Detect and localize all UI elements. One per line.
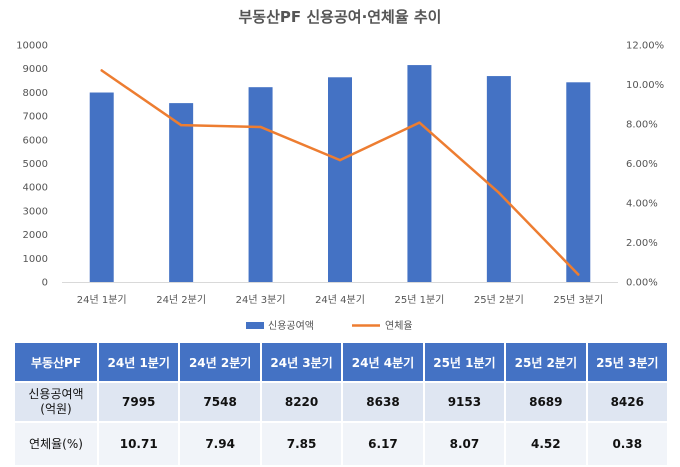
y-right-tick-label: 6.00% (626, 159, 658, 170)
x-tick-label: 24년 4분기 (315, 294, 365, 306)
bar (169, 103, 194, 282)
y-left-tick-label: 2000 (23, 230, 48, 241)
table-cell: 7.94 (178, 421, 262, 467)
bar (566, 82, 591, 282)
table-cell: 4.52 (504, 421, 588, 467)
line-point (418, 121, 421, 124)
table-header: 25년 3분기 (585, 341, 670, 383)
table-cell: 8689 (504, 381, 588, 423)
bar (407, 65, 432, 282)
row-label-credit: 신용공여액 (억원) (13, 381, 99, 423)
y-right-tick-label: 8.00% (626, 120, 658, 131)
table-header: 24년 4분기 (341, 341, 425, 383)
line-point (338, 158, 342, 162)
y-right-tick-label: 4.00% (626, 199, 658, 210)
x-tick-label: 25년 1분기 (394, 294, 444, 306)
bar (486, 76, 511, 282)
table-header: 25년 2분기 (504, 341, 588, 383)
table-header: 25년 1분기 (422, 341, 507, 383)
table-row-credit: 신용공여액 (억원) 7995 7548 8220 8638 9153 8689… (13, 381, 670, 423)
table-header-row: 부동산PF 24년 1분기 24년 2분기 24년 3분기 24년 4분기 25… (13, 341, 670, 383)
y-left-tick-label: 6000 (23, 135, 48, 146)
y-right-tick-label: 12.00% (626, 41, 664, 52)
line-point (179, 123, 183, 127)
table-cell: 7995 (96, 381, 181, 423)
table-cell: 8.07 (422, 421, 507, 467)
y-left-tick-label: 1000 (23, 254, 48, 265)
y-right-tick-label: 0.00% (626, 278, 658, 289)
legend: 신용공여액 연체율 (246, 320, 413, 332)
x-tick-label: 24년 1분기 (77, 294, 127, 306)
y-left-tick-label: 3000 (23, 206, 48, 217)
table-row-delinquency: 연체율(%) 10.71 7.94 7.85 6.17 8.07 4.52 0.… (13, 421, 670, 467)
line-point (259, 125, 262, 129)
y-left-tick-label: 9000 (23, 64, 48, 75)
chart-title: 부동산PF 신용공여·연체율 추이 (239, 8, 442, 26)
row-label-unit: (억원) (40, 402, 72, 416)
data-table: 부동산PF 24년 1분기 24년 2분기 24년 3분기 24년 4분기 25… (13, 341, 670, 467)
table-cell: 8220 (259, 381, 344, 423)
legend-bar-label: 신용공여액 (268, 320, 314, 332)
bar (248, 87, 273, 282)
line-point (577, 273, 580, 276)
y-left-tick-label: 8000 (23, 88, 48, 99)
y-left-tick-label: 4000 (23, 183, 48, 194)
legend-bar-swatch (246, 322, 264, 329)
y-left-tick-label: 5000 (23, 159, 48, 170)
table-header: 24년 3분기 (259, 341, 344, 383)
table-cell: 0.38 (585, 421, 670, 467)
table-cell: 9153 (422, 381, 507, 423)
y-left-tick-label: 0 (42, 278, 48, 289)
bar (89, 92, 114, 283)
table-cell: 10.71 (96, 421, 181, 467)
y-right-tick-label: 2.00% (626, 238, 658, 249)
y-right-tick-label: 10.00% (626, 80, 664, 91)
bar (328, 77, 352, 282)
table-corner: 부동산PF (13, 341, 99, 383)
row-label-delinquency: 연체율(%) (13, 421, 99, 467)
legend-line-label: 연체율 (385, 320, 413, 332)
line-point (100, 69, 103, 72)
table-cell: 7.85 (259, 421, 344, 467)
plot-area: 0 1000 2000 3000 4000 5000 6000 7000 8000 9000 100… (16, 41, 664, 307)
row-label-line: 신용공여액 (28, 387, 84, 401)
y-left-tick-label: 7000 (23, 112, 48, 123)
table-header: 24년 1분기 (96, 341, 181, 383)
table-header: 24년 2분기 (178, 341, 262, 383)
table-cell: 8638 (341, 381, 425, 423)
table-cell: 7548 (178, 381, 262, 423)
x-tick-label: 24년 2분기 (156, 294, 206, 306)
x-tick-label: 25년 3분기 (553, 294, 603, 306)
x-tick-label: 24년 3분기 (236, 294, 286, 306)
table-cell: 8426 (585, 381, 670, 423)
chart: 부동산PF 신용공여·연체율 추이 0 1000 2000 3000 4000 5000 6… (16, 8, 664, 332)
table-cell: 6.17 (341, 421, 425, 467)
y-left-tick-label: 10000 (16, 41, 48, 52)
x-tick-label: 25년 2분기 (474, 294, 524, 306)
line-point (497, 191, 501, 194)
